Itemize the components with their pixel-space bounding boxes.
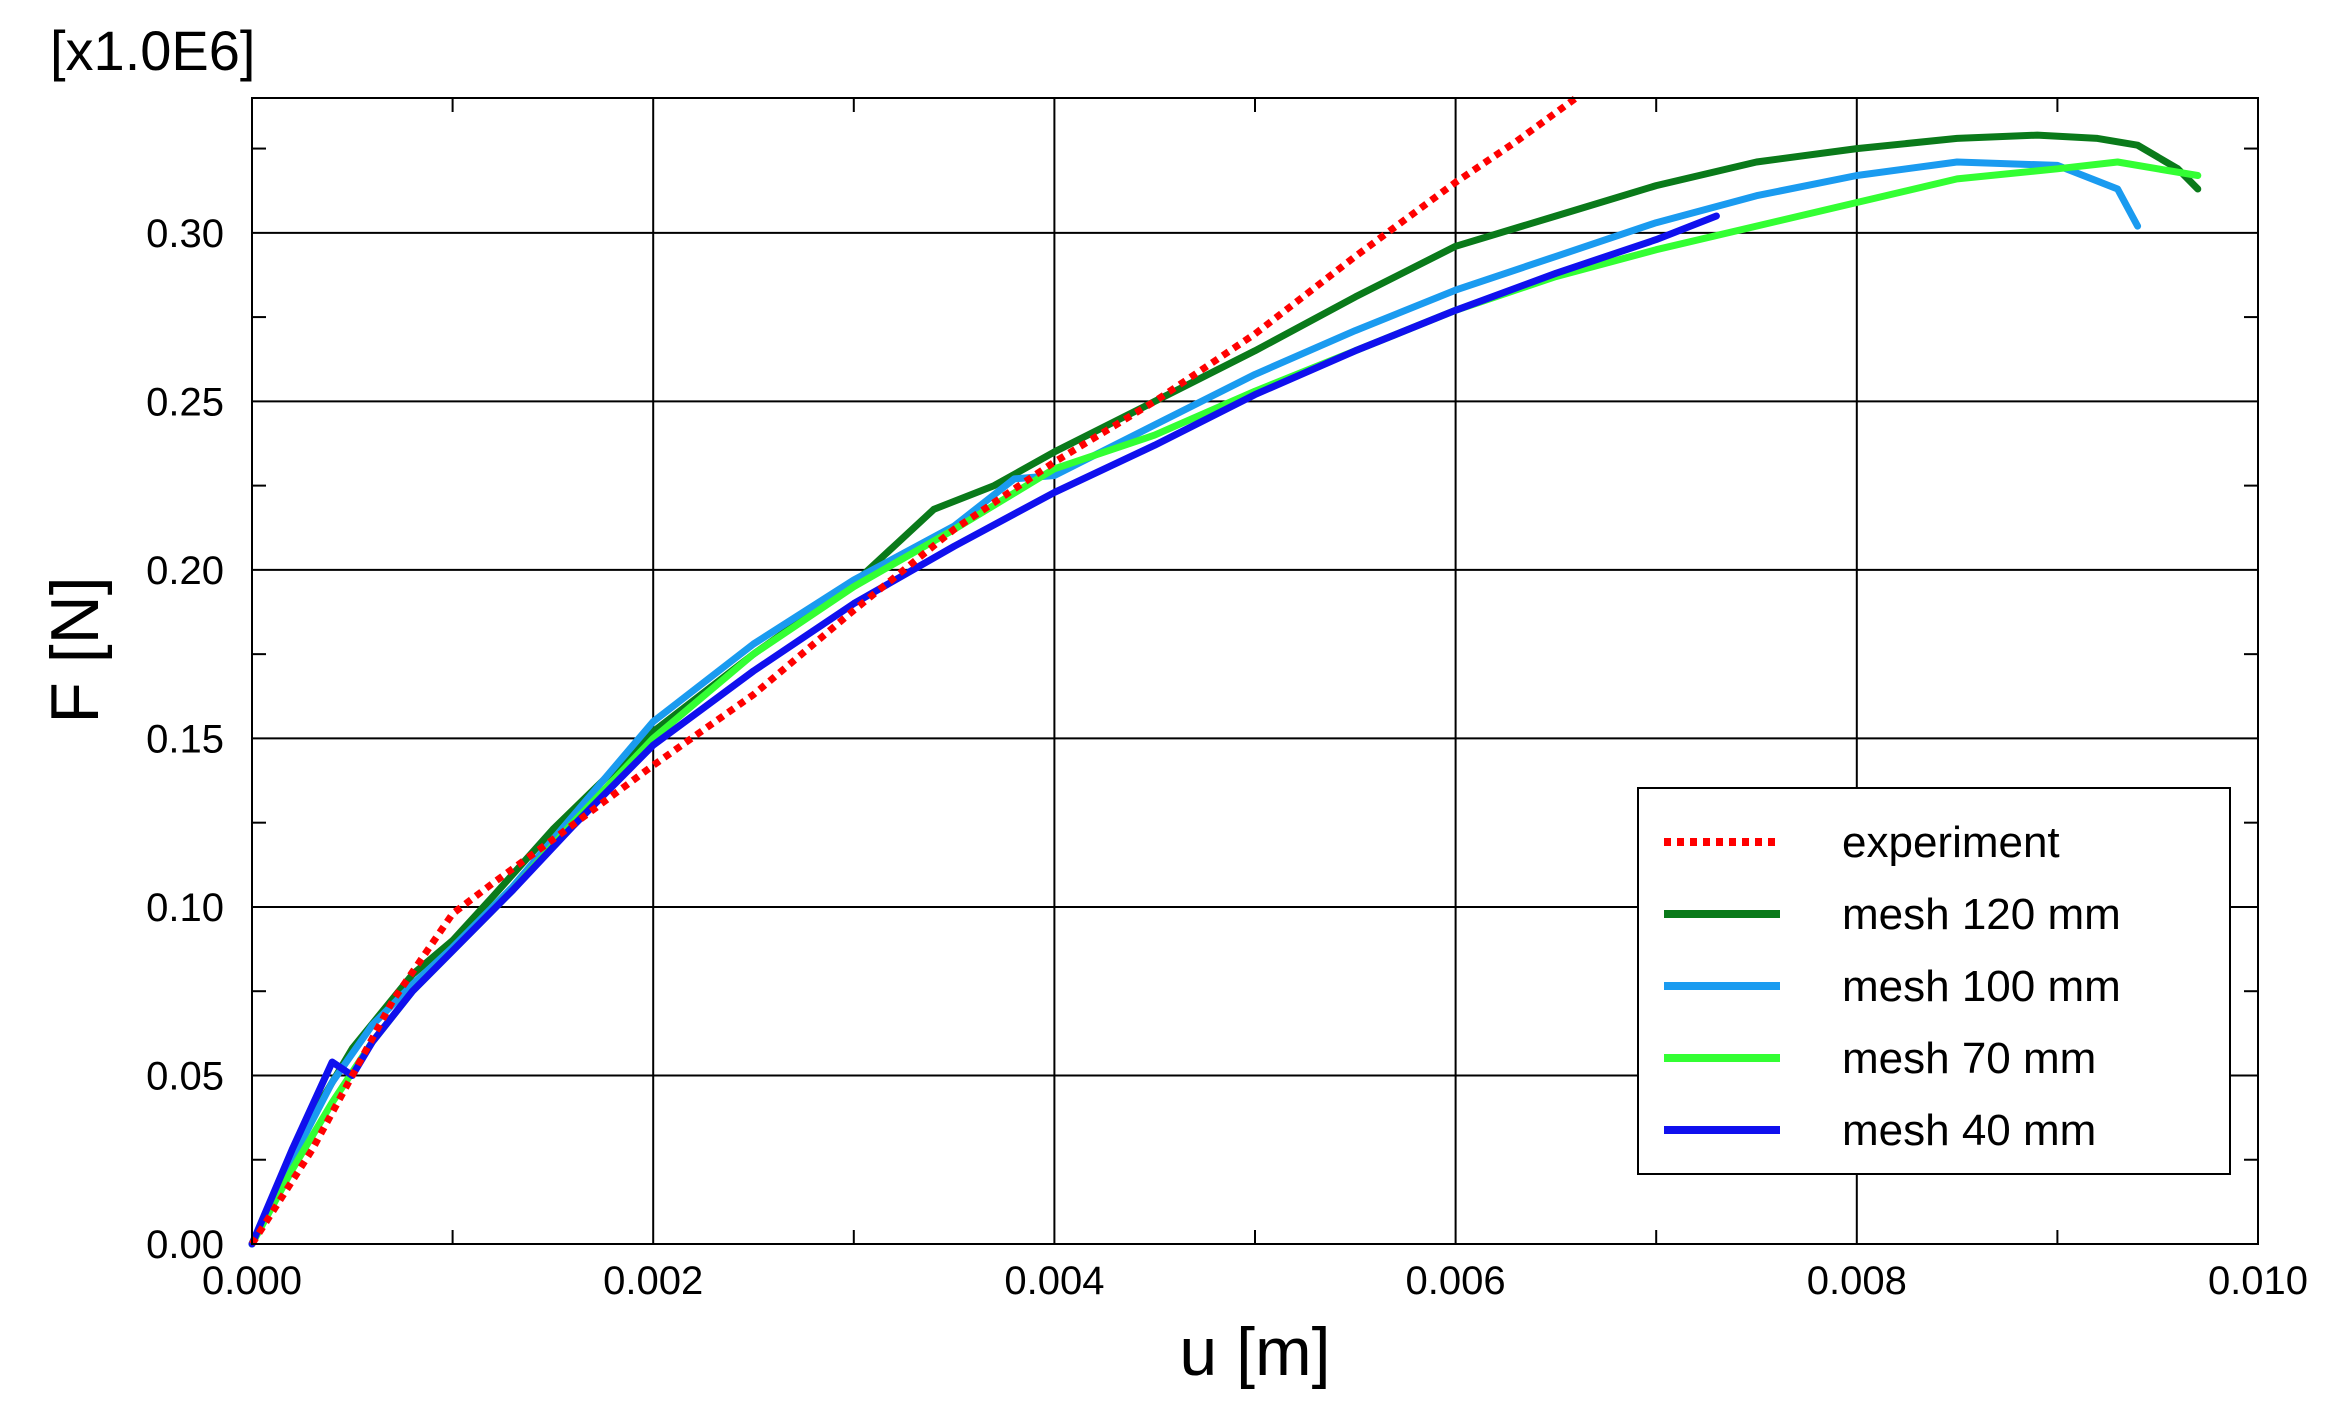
y-tick-label: 0.00	[146, 1223, 224, 1267]
y-tick-label: 0.05	[146, 1054, 224, 1098]
series-line-mesh-40-mm	[248, 212, 1720, 1248]
x-tick-label: 0.002	[603, 1259, 703, 1303]
legend-label: mesh 100 mm	[1842, 962, 2121, 1011]
y-tick-label: 0.25	[146, 380, 224, 424]
legend-box	[1637, 787, 2231, 1175]
x-tick-label: 0.006	[1406, 1259, 1506, 1303]
legend-label: mesh 40 mm	[1842, 1106, 2096, 1155]
x-axis-label: u [m]	[1179, 1314, 1330, 1390]
x-tick-label: 0.008	[1807, 1259, 1907, 1303]
y-tick-labels: 0.00 0.05 0.10 0.15 0.20 0.25 0.30	[146, 212, 224, 1267]
series-lines	[248, 95, 2202, 1248]
legend-label: mesh 120 mm	[1842, 890, 2121, 939]
x-tick-label: 0.010	[2208, 1259, 2308, 1303]
minor-ticks	[252, 98, 2258, 1244]
y-axis-label: F [N]	[37, 576, 113, 723]
plot-frame	[251, 97, 2259, 1245]
legend: experiment mesh 120 mm mesh 100 mm mesh 70 …	[1637, 787, 2231, 1175]
x-tick-label: 0.004	[1004, 1259, 1104, 1303]
series-line-experiment	[249, 95, 1579, 1246]
x-tick-label: 0.000	[202, 1259, 302, 1303]
legend-label: experiment	[1842, 818, 2060, 867]
legend-label: mesh 70 mm	[1842, 1034, 2096, 1083]
y-tick-label: 0.30	[146, 212, 224, 256]
y-tick-label: 0.10	[146, 886, 224, 930]
y-multiplier-label: [x1.0E6]	[50, 19, 255, 82]
series-line-mesh-120-mm	[248, 131, 2202, 1248]
y-tick-label: 0.20	[146, 549, 224, 593]
y-tick-label: 0.15	[146, 717, 224, 761]
x-tick-labels: 0.000 0.002 0.004 0.006 0.008 0.010	[202, 1259, 2308, 1303]
